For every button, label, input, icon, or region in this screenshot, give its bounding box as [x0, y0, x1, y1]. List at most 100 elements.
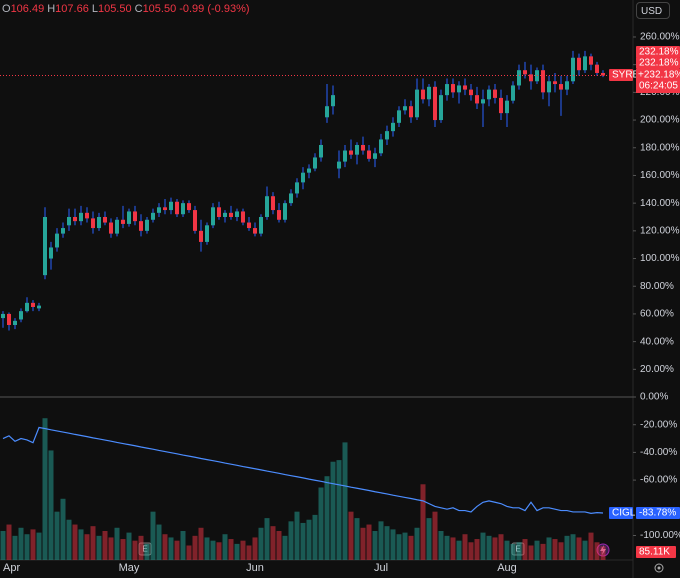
volume-bar — [258, 527, 264, 560]
volume-bar — [216, 542, 222, 560]
volume-bar — [546, 537, 552, 560]
x-tick-label: Jun — [246, 562, 264, 574]
candle-body — [361, 144, 365, 151]
countdown: 06:24:05 — [639, 81, 678, 92]
candle-body — [13, 320, 17, 326]
volume-bar — [144, 543, 150, 560]
volume-bar — [0, 531, 6, 560]
volume-bar — [120, 539, 126, 560]
volume-bar — [462, 534, 468, 560]
volume-bar — [126, 532, 132, 560]
ohlc-key: C — [134, 3, 143, 15]
candle-body — [43, 216, 47, 276]
y-tick-label: 120.00% — [640, 225, 680, 236]
volume-bar — [330, 461, 336, 560]
candle-body — [91, 218, 95, 229]
settings-button[interactable] — [654, 563, 664, 573]
currency-button[interactable]: USD — [636, 2, 670, 19]
volume-bar — [450, 537, 456, 560]
candle-body — [139, 221, 143, 231]
candle-body — [169, 201, 173, 211]
candle-body — [37, 305, 41, 309]
volume-bar — [372, 531, 378, 560]
candle-body — [289, 193, 293, 204]
candle-body — [319, 144, 323, 158]
volume-bar — [60, 498, 66, 560]
volume-bar — [522, 539, 528, 560]
candle-body — [457, 85, 461, 93]
candle-body — [433, 86, 437, 121]
y-tick-label: 140.00% — [640, 198, 680, 209]
y-tick-label: 180.00% — [640, 142, 680, 153]
volume-bar — [78, 529, 84, 560]
candle-body — [367, 150, 371, 159]
volume-bar — [30, 529, 36, 560]
candle-body — [583, 56, 587, 71]
volume-bar — [396, 534, 402, 560]
volume-bar — [210, 540, 216, 560]
candle-body — [493, 89, 497, 98]
volume-bar — [24, 534, 30, 560]
last-price-tag-bg — [636, 69, 680, 93]
volume-bar — [252, 537, 258, 560]
last-label: 232.18% — [639, 47, 679, 58]
candle-body — [421, 89, 425, 100]
candle-body — [175, 201, 179, 215]
volume-bar — [498, 534, 504, 560]
volume-bar — [6, 524, 12, 560]
volume-bar — [204, 537, 210, 560]
volume-bar — [324, 476, 330, 560]
volume-bar — [342, 442, 348, 560]
candle-body — [343, 150, 347, 162]
candle-body — [415, 89, 419, 118]
volume-bar — [444, 535, 450, 560]
candle-body — [451, 84, 455, 93]
candle-body — [559, 84, 563, 90]
volume-bar — [84, 534, 90, 560]
volume-bar — [132, 540, 138, 560]
volume-bar — [348, 511, 354, 560]
candle-body — [199, 230, 203, 242]
candle-body — [247, 222, 251, 229]
ohlc-key: O — [2, 3, 11, 15]
volume-bar — [66, 519, 72, 560]
y-tick-label: 200.00% — [640, 115, 680, 126]
candle-body — [157, 207, 161, 213]
candle-body — [145, 219, 149, 231]
ohlc-value: 105.50 — [142, 3, 177, 15]
volume-bar — [288, 521, 294, 560]
candle-body — [385, 131, 389, 140]
volume-bar — [180, 531, 186, 560]
volume-bar — [90, 526, 96, 560]
volume-bar — [528, 545, 534, 560]
candle-body — [469, 89, 473, 96]
volume-bar — [510, 543, 516, 560]
candle-body — [61, 228, 65, 234]
volume-bar — [306, 519, 312, 560]
volume-bar — [18, 527, 24, 560]
volume-bar — [516, 542, 522, 560]
candle-body — [31, 302, 35, 308]
volume-bar — [504, 540, 510, 560]
volume-bar — [420, 484, 426, 560]
candle-body — [223, 212, 227, 217]
candle-body — [523, 70, 527, 75]
volume-bar — [564, 535, 570, 560]
candle-body — [259, 216, 263, 234]
volume-bar — [486, 535, 492, 560]
y-tick-label: -40.00% — [640, 447, 677, 458]
volume-last-label: 85.11K — [639, 547, 670, 558]
volume-bar — [558, 542, 564, 560]
volume-bar — [156, 524, 162, 560]
volume-bar — [378, 521, 384, 560]
candle-body — [187, 203, 191, 211]
volume-bar — [36, 532, 42, 560]
volume-bar — [270, 526, 276, 560]
candle-body — [403, 106, 407, 111]
ohlc-key: H — [47, 3, 56, 15]
y-tick-label: 40.00% — [640, 336, 674, 347]
volume-bar — [402, 532, 408, 560]
candle-body — [193, 210, 197, 231]
volume-bar — [468, 542, 474, 560]
candle-body — [541, 70, 545, 93]
